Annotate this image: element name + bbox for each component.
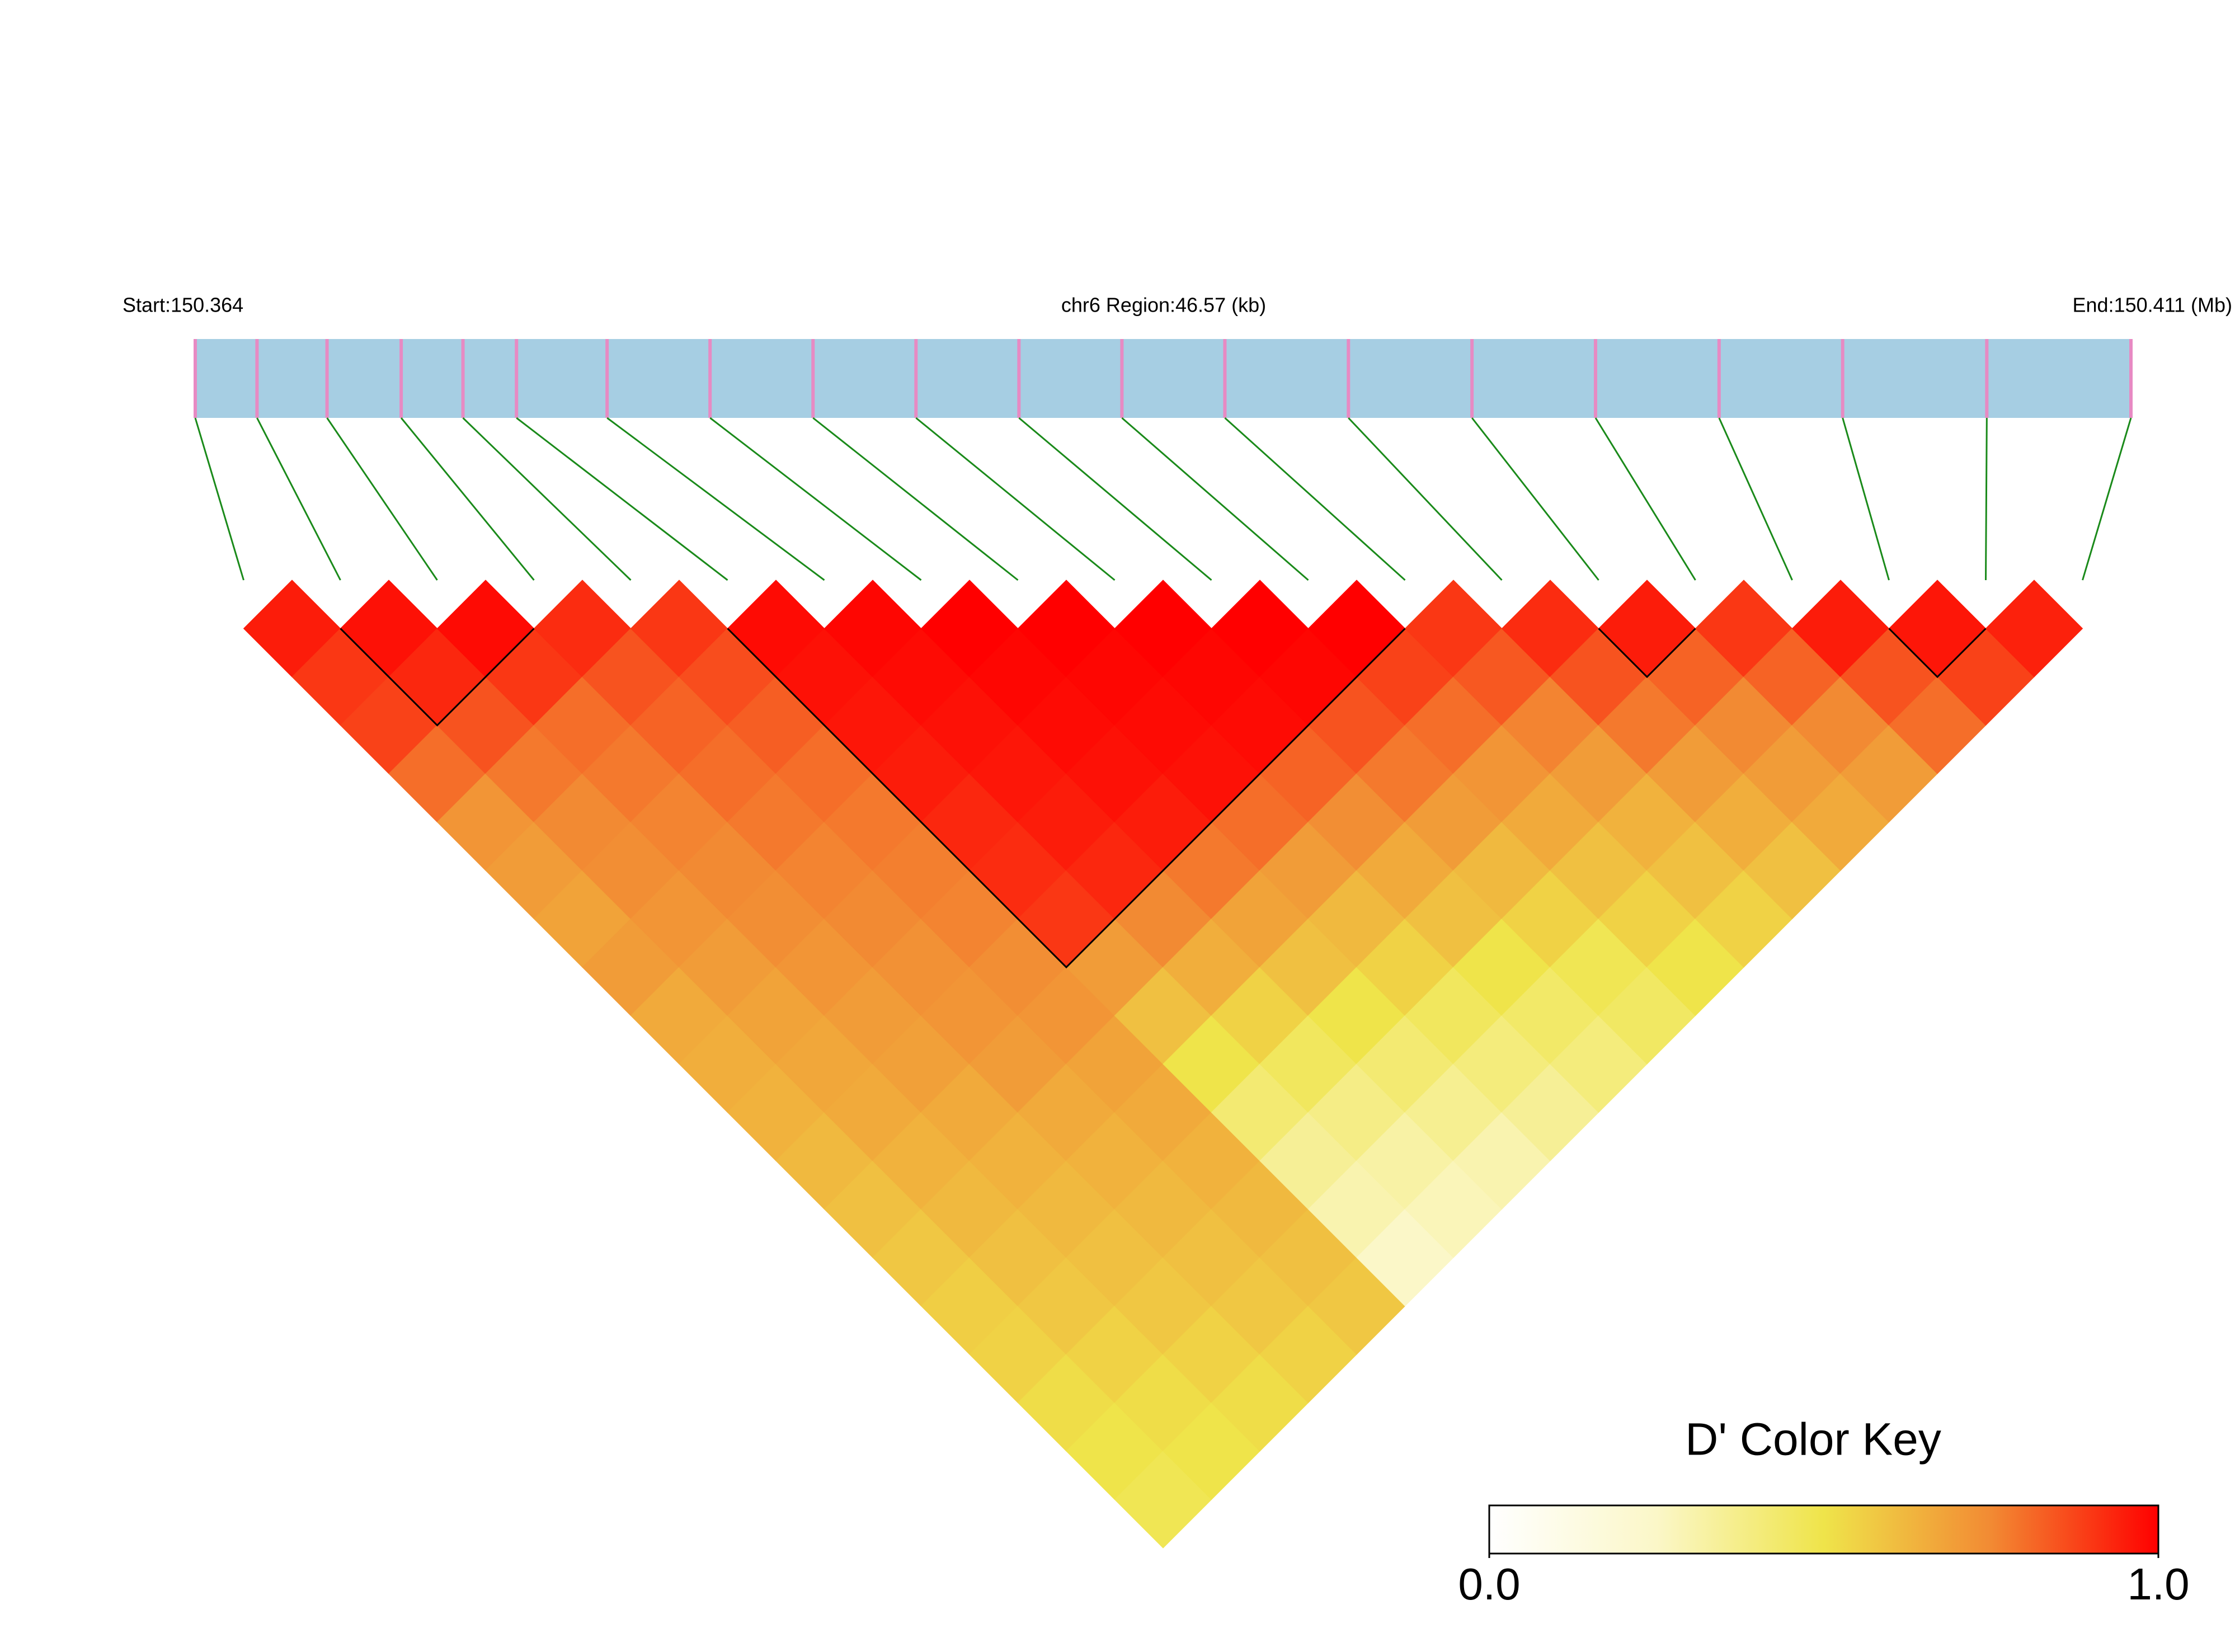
ld-block [727,628,1406,969]
snp-link [516,417,728,581]
snp-link [2082,417,2132,581]
start-label: Start:150.364 [123,294,243,317]
color-key-label: 0.0 [1458,1559,1520,1609]
snp-link [1594,417,1696,581]
region-label: chr6 Region:46.57 (kb) [1061,294,1266,317]
snp-link [1121,417,1309,581]
snp-link [1018,417,1212,581]
snp-link [1224,417,1406,581]
snp-link [194,417,244,581]
snp-link [462,417,632,581]
snp-link [1842,417,1890,581]
snp-link [1718,417,1793,581]
region-bar [195,339,2131,418]
snp-link [256,417,341,581]
snp-link [709,417,922,581]
snp-link [326,417,438,581]
snp-link [606,417,825,581]
color-key [1488,1504,2159,1555]
end-label: End:150.411 (Mb) [2072,294,2232,317]
snp-link [1985,417,1988,581]
ld-block [1598,628,1696,679]
ld-cell [1985,580,2083,677]
color-key-title: D' Color Key [1685,1414,1941,1465]
color-key-label: 1.0 [2127,1559,2189,1609]
snp-link [812,417,1019,581]
snp-link [1471,417,1599,581]
ld-block [1888,628,1987,679]
snp-link [915,417,1116,581]
snp-link [400,417,535,581]
snp-link [1348,417,1503,581]
ld-block [340,628,535,727]
